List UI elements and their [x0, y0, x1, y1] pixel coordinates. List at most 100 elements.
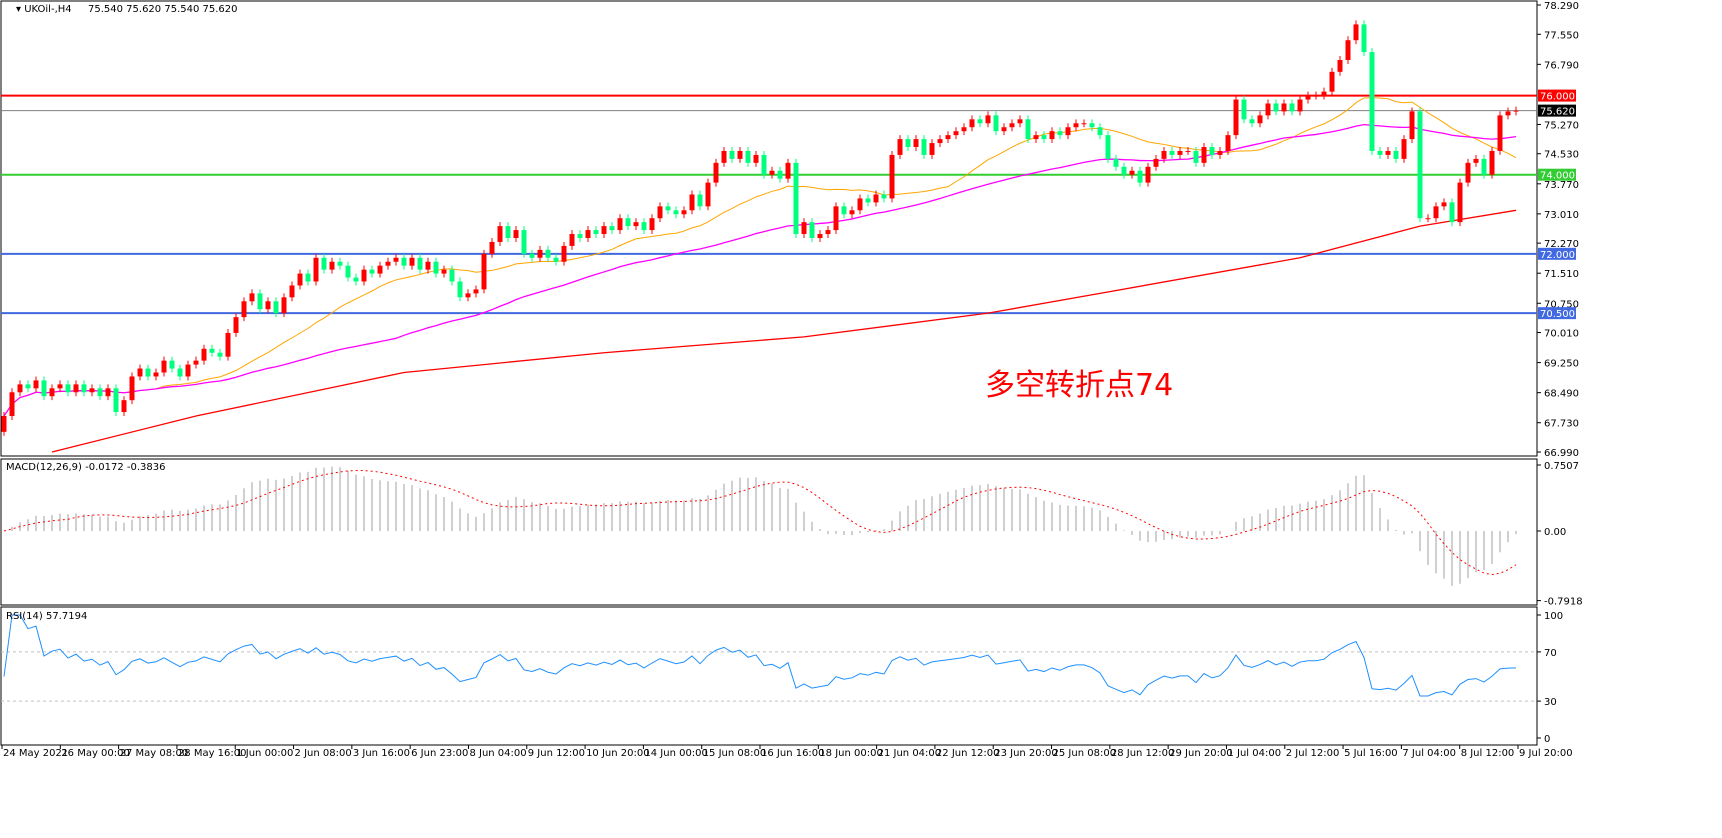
candle[interactable]	[73, 380, 79, 397]
candle[interactable]	[1297, 95, 1303, 116]
candle[interactable]	[1033, 131, 1039, 144]
candle[interactable]	[441, 265, 447, 278]
candle[interactable]	[425, 257, 431, 274]
candle[interactable]	[697, 190, 703, 211]
candle[interactable]	[369, 265, 375, 278]
candle[interactable]	[1497, 111, 1503, 155]
candle[interactable]	[961, 123, 967, 136]
candle[interactable]	[1065, 123, 1071, 140]
candle[interactable]	[1169, 147, 1175, 159]
candle[interactable]	[1281, 99, 1287, 116]
candle[interactable]	[1137, 166, 1143, 187]
candle[interactable]	[1001, 123, 1007, 136]
candle[interactable]	[1425, 214, 1431, 223]
candle[interactable]	[841, 202, 847, 219]
candle[interactable]	[417, 253, 423, 274]
candle[interactable]	[25, 380, 31, 393]
candle[interactable]	[601, 222, 607, 238]
candle[interactable]	[1193, 147, 1199, 167]
candle[interactable]	[1265, 99, 1271, 120]
candle[interactable]	[1433, 202, 1439, 223]
candle[interactable]	[497, 222, 503, 246]
candle[interactable]	[1041, 131, 1047, 144]
candle[interactable]	[145, 364, 151, 381]
candle[interactable]	[1513, 106, 1519, 116]
candle[interactable]	[985, 111, 991, 128]
candle[interactable]	[673, 206, 679, 219]
candle[interactable]	[897, 135, 903, 159]
candle[interactable]	[809, 218, 815, 242]
candle[interactable]	[569, 230, 575, 250]
candle[interactable]	[289, 281, 295, 302]
candle[interactable]	[633, 218, 639, 231]
candle[interactable]	[545, 245, 551, 262]
candle[interactable]	[1345, 36, 1351, 64]
candle[interactable]	[1217, 147, 1223, 159]
candle[interactable]	[521, 226, 527, 258]
candle[interactable]	[1209, 143, 1215, 159]
candle[interactable]	[1273, 99, 1279, 116]
candle[interactable]	[185, 360, 191, 381]
candle[interactable]	[9, 388, 15, 420]
candle[interactable]	[265, 297, 271, 314]
macd-panel[interactable]	[0, 458, 1538, 606]
candle[interactable]	[657, 202, 663, 223]
candle[interactable]	[97, 384, 103, 401]
candle[interactable]	[777, 166, 783, 183]
candle[interactable]	[281, 293, 287, 318]
candle[interactable]	[793, 158, 799, 238]
candle[interactable]	[1025, 115, 1031, 144]
candle[interactable]	[57, 380, 63, 393]
candle[interactable]	[537, 245, 543, 262]
candle[interactable]	[321, 253, 327, 274]
candle[interactable]	[1337, 56, 1343, 76]
candle[interactable]	[161, 356, 167, 377]
candle[interactable]	[529, 249, 535, 262]
candle[interactable]	[729, 147, 735, 163]
candle[interactable]	[1393, 147, 1399, 163]
candle[interactable]	[489, 237, 495, 258]
candle[interactable]	[177, 364, 183, 381]
candle[interactable]	[17, 380, 23, 397]
candle[interactable]	[345, 261, 351, 282]
candle[interactable]	[1401, 135, 1407, 163]
candle[interactable]	[873, 190, 879, 207]
candle[interactable]	[625, 214, 631, 231]
candle[interactable]	[1441, 198, 1447, 211]
candle[interactable]	[977, 115, 983, 128]
candle[interactable]	[1089, 119, 1095, 132]
candle[interactable]	[649, 214, 655, 235]
candle[interactable]	[929, 139, 935, 159]
candle[interactable]	[233, 313, 239, 337]
candle[interactable]	[217, 348, 223, 361]
candle[interactable]	[121, 396, 127, 417]
candle[interactable]	[305, 269, 311, 286]
candle[interactable]	[49, 384, 55, 401]
candle[interactable]	[1057, 127, 1063, 140]
candle[interactable]	[1121, 162, 1127, 179]
candle[interactable]	[689, 190, 695, 215]
candle[interactable]	[1081, 119, 1087, 128]
candle[interactable]	[65, 380, 71, 397]
candle[interactable]	[769, 166, 775, 179]
candle[interactable]	[1321, 87, 1327, 100]
candle[interactable]	[1449, 198, 1455, 227]
candle[interactable]	[153, 368, 159, 381]
candle[interactable]	[889, 150, 895, 203]
candle[interactable]	[1097, 123, 1103, 140]
candle[interactable]	[1129, 166, 1135, 179]
candle[interactable]	[1409, 107, 1415, 144]
candle[interactable]	[257, 289, 263, 314]
candle[interactable]	[129, 372, 135, 405]
candle[interactable]	[385, 257, 391, 270]
candle[interactable]	[41, 376, 47, 401]
candle[interactable]	[113, 384, 119, 417]
candle[interactable]	[89, 384, 95, 397]
candle[interactable]	[1377, 147, 1383, 159]
candle[interactable]	[1457, 178, 1463, 227]
candle[interactable]	[609, 222, 615, 235]
candle[interactable]	[1361, 20, 1367, 57]
candle[interactable]	[1353, 20, 1359, 45]
candle[interactable]	[465, 289, 471, 302]
